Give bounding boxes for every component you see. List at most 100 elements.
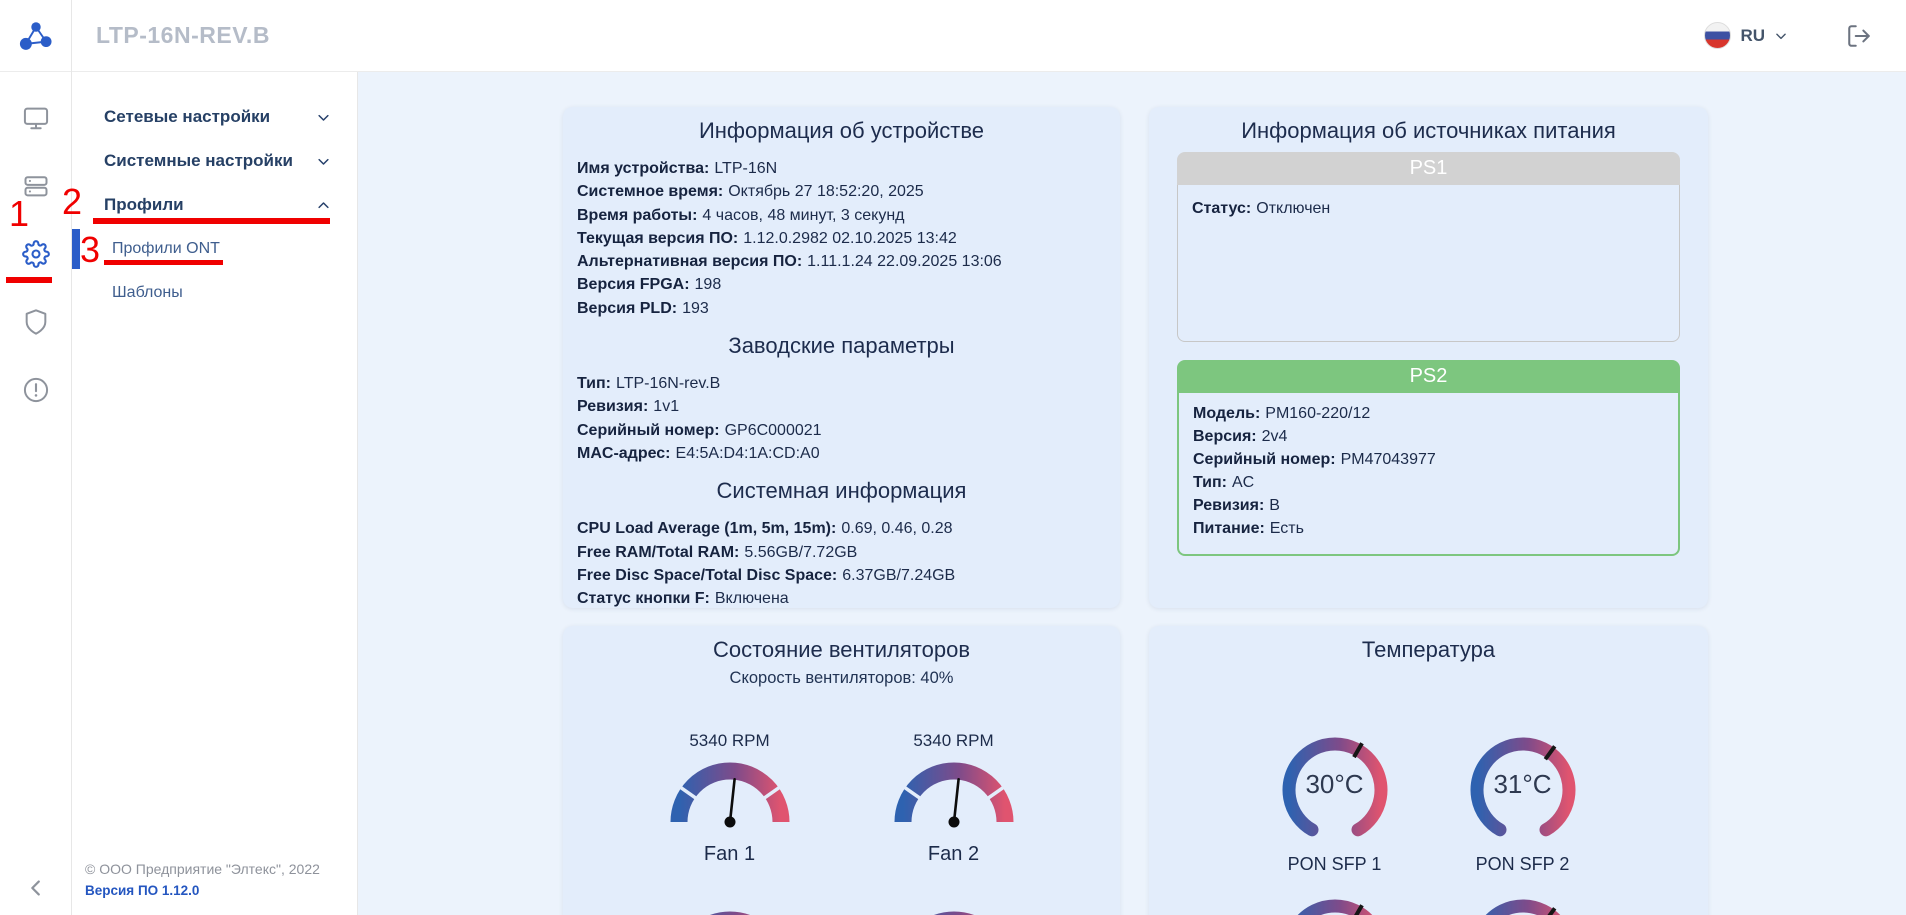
ps1-header: PS1 xyxy=(1177,152,1680,185)
ps2-body: Модель: PM160-220/12 Версия: 2v4 Серийный … xyxy=(1177,393,1680,556)
temp-gauge-ring xyxy=(1470,737,1575,837)
info-row: Версия FPGA: 198 xyxy=(577,276,722,294)
firmware-version-link[interactable]: Версия ПО 1.12.0 xyxy=(85,883,200,898)
annotation-step-3: 3 xyxy=(80,229,101,270)
sidebar-item-device[interactable] xyxy=(14,164,58,208)
info-row: CPU Load Average (1m, 5m, 15m): 0.69, 0.4… xyxy=(577,520,953,538)
icon-rail xyxy=(0,72,72,915)
info-row: Free Disc Space/Total Disc Space: 6.37GB/… xyxy=(577,566,956,584)
menu-item-templates[interactable]: Шаблоны xyxy=(72,271,357,315)
sidebar-item-security[interactable] xyxy=(14,300,58,344)
sidebar-item-alerts[interactable] xyxy=(14,368,58,412)
fan1-gauge: 5340 RPM Fan 1 xyxy=(637,730,823,868)
info-row: Имя устройства: LTP-16N xyxy=(577,160,778,177)
russian-flag-icon xyxy=(1704,22,1732,49)
shield-icon xyxy=(25,309,46,335)
info-row: Серийный номер: PM47043977 xyxy=(1193,451,1436,468)
fans-card: Состояние вентиляторов Скорость вентилят… xyxy=(563,626,1120,915)
power-supply-ps1: PS1 Статус: Отключен xyxy=(1177,152,1680,342)
menu-item-system-settings[interactable]: Системные настройки xyxy=(72,139,357,183)
logout-icon xyxy=(1848,24,1870,47)
fan2-gauge: 5340 RPM Fan 2 xyxy=(861,730,1047,868)
fan1-rpm-value: 5340 RPM xyxy=(689,731,770,750)
info-row: Ревизия: B xyxy=(1193,497,1280,514)
factory-params-rows: Тип: LTP-16N-rev.B Ревизия: 1v1 Серийный н… xyxy=(577,372,1120,465)
annotation-step-2: 2 xyxy=(62,181,83,222)
menu-item-ont-profiles[interactable]: Профили ONT xyxy=(72,227,357,271)
menu-item-label: Профили xyxy=(104,195,184,214)
fan-gauge-dial xyxy=(894,762,1013,828)
info-row: Время работы: 4 часов, 48 минут, 3 секунд xyxy=(577,206,905,224)
temp-sensor-label: PON SFP 1 xyxy=(1287,854,1382,874)
power-supply-ps2: PS2 Модель: PM160-220/12 Версия: 2v4 Серий… xyxy=(1177,360,1680,556)
temp-sensor-label: PON SFP 2 xyxy=(1475,854,1570,874)
info-row: Статус кнопки F: Включена xyxy=(577,590,789,608)
info-row: MAC-адрес: E4:5A:D4:1A:CD:A0 xyxy=(577,444,820,462)
alert-circle-icon xyxy=(23,377,48,403)
language-switcher[interactable]: RU xyxy=(1704,22,1788,49)
temp-gauge-ring xyxy=(1282,737,1387,837)
info-row: Тип: AC xyxy=(1193,474,1255,491)
info-row: Версия: 2v4 xyxy=(1193,428,1288,445)
device-info-card: Информация об устройстве Имя устройства:… xyxy=(563,107,1120,608)
info-row: Модель: PM160-220/12 xyxy=(1193,405,1371,422)
language-label: RU xyxy=(1740,25,1765,45)
app-logo[interactable] xyxy=(0,0,72,72)
temp-gauges-cropped-row xyxy=(1149,890,1708,915)
gear-icon xyxy=(21,240,50,268)
info-row: Free RAM/Total RAM: 5.56GB/7.72GB xyxy=(577,543,858,561)
active-item-indicator xyxy=(72,229,80,269)
fan-gauges-cropped-row xyxy=(563,901,1120,915)
annotation-underline-3 xyxy=(104,260,223,265)
card-title: Температура xyxy=(1361,637,1496,662)
monitor-icon xyxy=(23,107,48,130)
info-row: Системное время: Октябрь 27 18:52:20, 202… xyxy=(577,183,924,201)
logout-button[interactable] xyxy=(1846,23,1872,49)
chevron-down-icon xyxy=(1776,33,1786,39)
fan-speed-subtitle: Скорость вентиляторов: 40% xyxy=(729,669,954,687)
ps1-body: Статус: Отключен xyxy=(1177,185,1680,342)
server-stack-icon xyxy=(24,176,47,197)
info-row: Питание: Есть xyxy=(1193,520,1304,537)
fan-gauge-dial xyxy=(709,911,750,915)
system-info-title: Системная информация xyxy=(716,478,967,504)
fan-gauge-dial xyxy=(670,762,789,828)
card-title: Состояние вентиляторов xyxy=(712,637,971,662)
menu-item-label: Сетевые настройки xyxy=(104,107,271,126)
sidebar-item-settings[interactable] xyxy=(14,232,58,276)
temp-gauge-ring xyxy=(1485,899,1560,915)
system-info-rows: CPU Load Average (1m, 5m, 15m): 0.69, 0.4… xyxy=(577,517,1120,608)
menu-item-network-settings[interactable]: Сетевые настройки xyxy=(72,95,357,139)
sidebar-item-monitoring[interactable] xyxy=(14,96,58,140)
annotation-step-1: 1 xyxy=(9,193,30,234)
sidebar-footer: © ООО Предприятие "Элтекс", 2022 Версия … xyxy=(85,859,320,901)
info-row: Статус: Отключен xyxy=(1192,200,1331,217)
copyright-text: © ООО Предприятие "Элтекс", 2022 xyxy=(85,861,320,877)
chevron-down-icon xyxy=(316,154,331,169)
network-logo-icon xyxy=(19,21,52,50)
main-content: Информация об устройстве Имя устройства:… xyxy=(358,72,1906,915)
temp-gauge-ring xyxy=(1297,899,1372,915)
fan1-label: Fan 1 xyxy=(703,843,756,865)
info-row: Текущая версия ПО: 1.12.0.2982 02.10.2025… xyxy=(577,229,957,247)
temp-gauge-pon-sfp1: 30°C PON SFP 1 xyxy=(1256,728,1414,876)
fan2-label: Fan 2 xyxy=(927,843,980,865)
temp-value: 30°C xyxy=(1305,768,1364,799)
temp-value: 31°C xyxy=(1493,768,1552,799)
fan-gauge-dial xyxy=(933,911,974,915)
sidebar-collapse-button[interactable] xyxy=(0,877,72,899)
ps2-header: PS2 xyxy=(1177,360,1680,393)
info-row: Серийный номер: GP6C000021 xyxy=(577,421,822,439)
info-row: Ревизия: 1v1 xyxy=(577,398,680,416)
card-title: Информация об устройстве xyxy=(698,118,985,143)
device-info-rows: Имя устройства: LTP-16N Системное время: О… xyxy=(577,157,1120,320)
info-row: Тип: LTP-16N-rev.B xyxy=(577,375,721,393)
fan2-rpm-value: 5340 RPM xyxy=(913,731,994,750)
chevron-down-icon xyxy=(316,110,331,125)
temperature-card: Температура 30°C xyxy=(1149,626,1708,915)
power-supplies-card: Информация об источниках питания PS1 Ста… xyxy=(1149,107,1708,608)
menu-item-label: Шаблоны xyxy=(112,284,183,301)
annotation-underline-2 xyxy=(93,218,330,224)
menu-item-label: Профили ONT xyxy=(112,240,220,257)
menu-item-profiles[interactable]: Профили xyxy=(72,183,357,227)
